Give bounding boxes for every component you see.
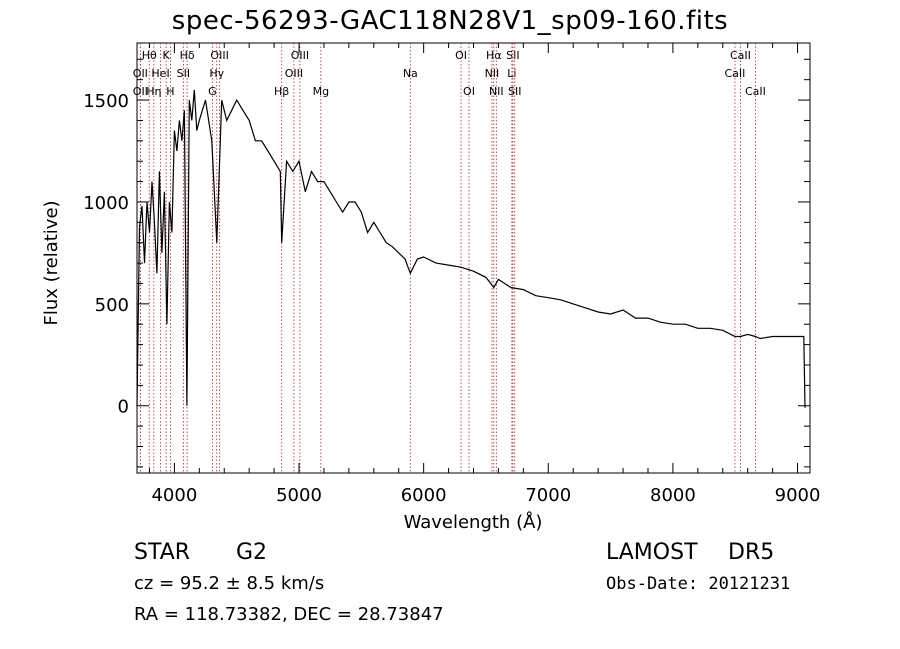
- marker-label: Li: [507, 67, 516, 80]
- redshift-cz: cz = 95.2 ± 8.5 km/s: [134, 573, 325, 594]
- marker-label: SII: [506, 49, 519, 62]
- spectrum-series: [136, 89, 806, 408]
- y-tick-label: 1000: [83, 193, 129, 214]
- marker-label: H: [166, 85, 174, 98]
- axis-ticks: 4000 5000 6000 7000 8000 9000 0 500 1000 1500: [83, 43, 820, 506]
- x-tick-label: 6000: [401, 485, 447, 506]
- marker-label: Hη: [146, 85, 161, 98]
- x-tick-label: 5000: [276, 485, 322, 506]
- observation-date: Obs-Date: 20121231: [606, 574, 791, 594]
- marker-label: Hθ: [142, 49, 157, 62]
- object-class: STAR: [134, 540, 191, 565]
- object-subclass: G2: [236, 540, 268, 565]
- marker-label: NII: [485, 67, 500, 80]
- marker-label: NII: [489, 85, 504, 98]
- marker-label: HeI: [151, 67, 169, 80]
- marker-label: K: [163, 49, 171, 62]
- x-tick-label: 7000: [525, 485, 571, 506]
- marker-label: OIII: [285, 67, 303, 80]
- survey-name: LAMOST: [606, 540, 698, 565]
- marker-label: G: [208, 85, 217, 98]
- marker-label: Hβ: [274, 85, 289, 98]
- chart-title: spec-56293-GAC118N28V1_sp09-160.fits: [171, 6, 729, 36]
- marker-label: OII: [133, 67, 148, 80]
- marker-label: OIII: [210, 49, 228, 62]
- marker-label: CaII: [745, 85, 766, 98]
- plot-frame: [136, 42, 811, 474]
- marker-label: OI: [463, 85, 475, 98]
- marker-label: OI: [455, 49, 467, 62]
- marker-label: Mg: [313, 85, 329, 98]
- data-release: DR5: [728, 540, 775, 565]
- marker-label: CaII: [725, 67, 746, 80]
- x-tick-label: 9000: [775, 485, 821, 506]
- y-tick-label: 0: [118, 397, 129, 418]
- marker-label: Na: [403, 67, 418, 80]
- sky-coordinates: RA = 118.73382, DEC = 28.73847: [134, 604, 444, 625]
- y-tick-label: 1500: [83, 91, 129, 112]
- marker-label: Hα: [486, 49, 502, 62]
- x-axis-label: Wavelength (Å): [404, 511, 543, 533]
- marker-label: CaII: [730, 49, 751, 62]
- y-tick-label: 500: [95, 295, 129, 316]
- x-tick-label: 8000: [650, 485, 696, 506]
- marker-label: SII: [508, 85, 521, 98]
- marker-label: Hδ: [180, 49, 195, 62]
- marker-label: OIII: [291, 49, 309, 62]
- marker-label: OII: [133, 85, 148, 98]
- marker-label: SII: [177, 67, 190, 80]
- marker-label: Hγ: [209, 67, 224, 80]
- spectrum-line: [136, 89, 806, 408]
- y-axis-label: Flux (relative): [41, 200, 62, 325]
- x-tick-label: 4000: [151, 485, 197, 506]
